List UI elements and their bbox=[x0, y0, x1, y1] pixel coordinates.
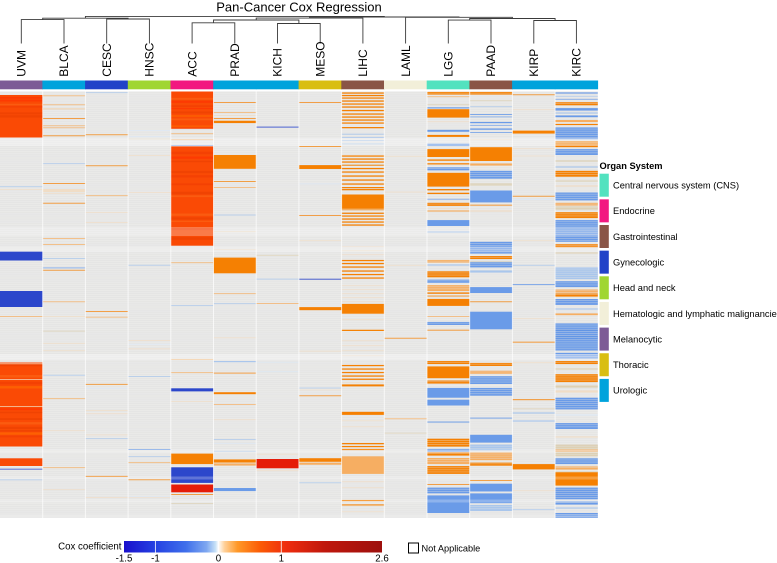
svg-text:Central nervous system (CNS): Central nervous system (CNS) bbox=[613, 181, 739, 191]
svg-text:LGG: LGG bbox=[442, 51, 456, 76]
svg-text:KIRP: KIRP bbox=[527, 49, 541, 77]
svg-text:Melanocytic: Melanocytic bbox=[613, 334, 662, 344]
svg-text:Gynecologic: Gynecologic bbox=[613, 257, 665, 267]
svg-text:ACC: ACC bbox=[185, 51, 199, 77]
svg-text:BLCA: BLCA bbox=[57, 45, 71, 76]
svg-text:CESC: CESC bbox=[100, 43, 114, 77]
svg-text:-1: -1 bbox=[151, 553, 160, 563]
svg-text:KICH: KICH bbox=[271, 48, 285, 77]
svg-text:PAAD: PAAD bbox=[484, 45, 498, 77]
svg-text:2.6: 2.6 bbox=[375, 553, 388, 563]
svg-text:Cox coefficient: Cox coefficient bbox=[58, 541, 122, 552]
svg-text:Urologic: Urologic bbox=[613, 386, 647, 396]
svg-text:0: 0 bbox=[216, 553, 222, 563]
svg-text:Endocrine: Endocrine bbox=[613, 206, 655, 216]
svg-text:HNSC: HNSC bbox=[143, 42, 157, 76]
svg-text:PRAD: PRAD bbox=[228, 43, 242, 77]
svg-text:LIHC: LIHC bbox=[356, 49, 370, 77]
svg-text:UVM: UVM bbox=[15, 50, 29, 77]
svg-text:Not Applicable: Not Applicable bbox=[422, 543, 481, 553]
svg-text:Gastrointestinal: Gastrointestinal bbox=[613, 232, 678, 242]
svg-text:-1.5: -1.5 bbox=[116, 553, 133, 563]
svg-text:1: 1 bbox=[279, 553, 284, 563]
svg-text:MESO: MESO bbox=[313, 41, 327, 76]
svg-text:Pan-Cancer Cox Regression: Pan-Cancer Cox Regression bbox=[216, 0, 381, 14]
svg-text:Hematologic and lymphatic mali: Hematologic and lymphatic malignancies bbox=[613, 309, 777, 319]
svg-text:Thoracic: Thoracic bbox=[613, 360, 649, 370]
svg-text:KIRC: KIRC bbox=[570, 48, 584, 77]
svg-text:Head and neck: Head and neck bbox=[613, 283, 676, 293]
svg-text:LAML: LAML bbox=[399, 45, 413, 77]
svg-text:Organ System: Organ System bbox=[600, 161, 663, 171]
